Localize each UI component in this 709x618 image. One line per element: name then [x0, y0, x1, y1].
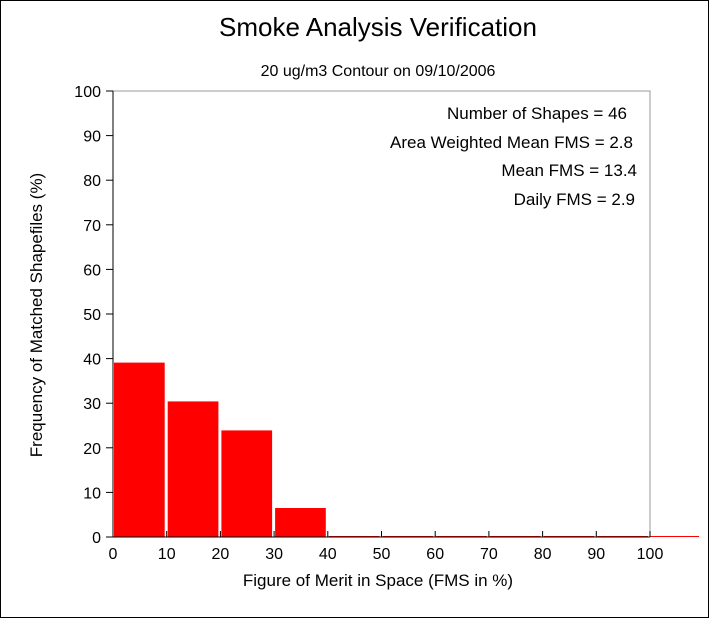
y-tick-label: 50 [83, 307, 101, 324]
x-tick-label: 90 [587, 546, 605, 563]
x-tick-label: 20 [212, 546, 230, 563]
x-tick-label: 40 [319, 546, 337, 563]
y-tick-label: 30 [83, 396, 101, 413]
stat-daily-fms: Daily FMS = 2.9 [514, 190, 635, 209]
y-tick-label: 10 [83, 485, 101, 502]
x-tick-label: 10 [158, 546, 176, 563]
y-tick-label: 100 [74, 84, 101, 101]
chart-title: Smoke Analysis Verification [219, 12, 537, 42]
y-ticks-group: 0 10 20 30 40 50 60 70 80 90 100 [74, 84, 113, 547]
y-tick-label: 60 [83, 262, 101, 279]
bar-bin-1 [167, 401, 219, 537]
y-axis-label: Frequency of Matched Shapefiles (%) [27, 173, 46, 457]
y-tick-label: 0 [92, 530, 101, 547]
x-tick-label: 30 [265, 546, 283, 563]
stat-number-of-shapes: Number of Shapes = 46 [447, 104, 627, 123]
y-tick-label: 90 [83, 129, 101, 146]
annotations-group: Number of Shapes = 46 Area Weighted Mean… [390, 104, 637, 209]
x-tick-label: 60 [426, 546, 444, 563]
y-tick-label: 20 [83, 441, 101, 458]
bar-bin-3 [275, 508, 326, 537]
chart-subtitle: 20 ug/m3 Contour on 09/10/2006 [261, 63, 496, 80]
x-tick-label: 100 [637, 546, 664, 563]
stat-area-weighted-mean-fms: Area Weighted Mean FMS = 2.8 [390, 133, 633, 152]
x-tick-label: 80 [534, 546, 552, 563]
y-tick-label: 70 [83, 218, 101, 235]
y-tick-label: 40 [83, 352, 101, 369]
x-ticks-group: 0 10 20 30 40 50 60 70 80 90 100 [109, 531, 664, 563]
x-tick-label: 0 [109, 546, 118, 563]
x-axis-label: Figure of Merit in Space (FMS in %) [243, 571, 513, 590]
stat-mean-fms: Mean FMS = 13.4 [501, 161, 637, 180]
x-tick-label: 50 [373, 546, 391, 563]
bars-group [114, 362, 699, 537]
x-tick-label: 70 [480, 546, 498, 563]
bar-bin-2 [221, 430, 273, 537]
y-tick-label: 80 [83, 173, 101, 190]
bar-bin-0 [114, 362, 165, 537]
